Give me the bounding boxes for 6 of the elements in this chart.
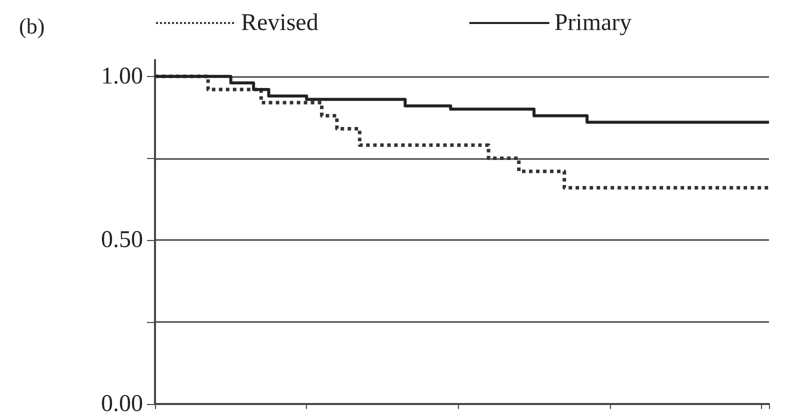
y-tick-label: 1.00	[101, 63, 143, 90]
chart-title: (b)	[19, 14, 45, 38]
y-tick-label: 0.00	[101, 391, 143, 417]
y-tick-label: 0.50	[101, 227, 143, 254]
legend-label: Revised	[241, 10, 318, 36]
legend-label: Primary	[554, 10, 632, 36]
